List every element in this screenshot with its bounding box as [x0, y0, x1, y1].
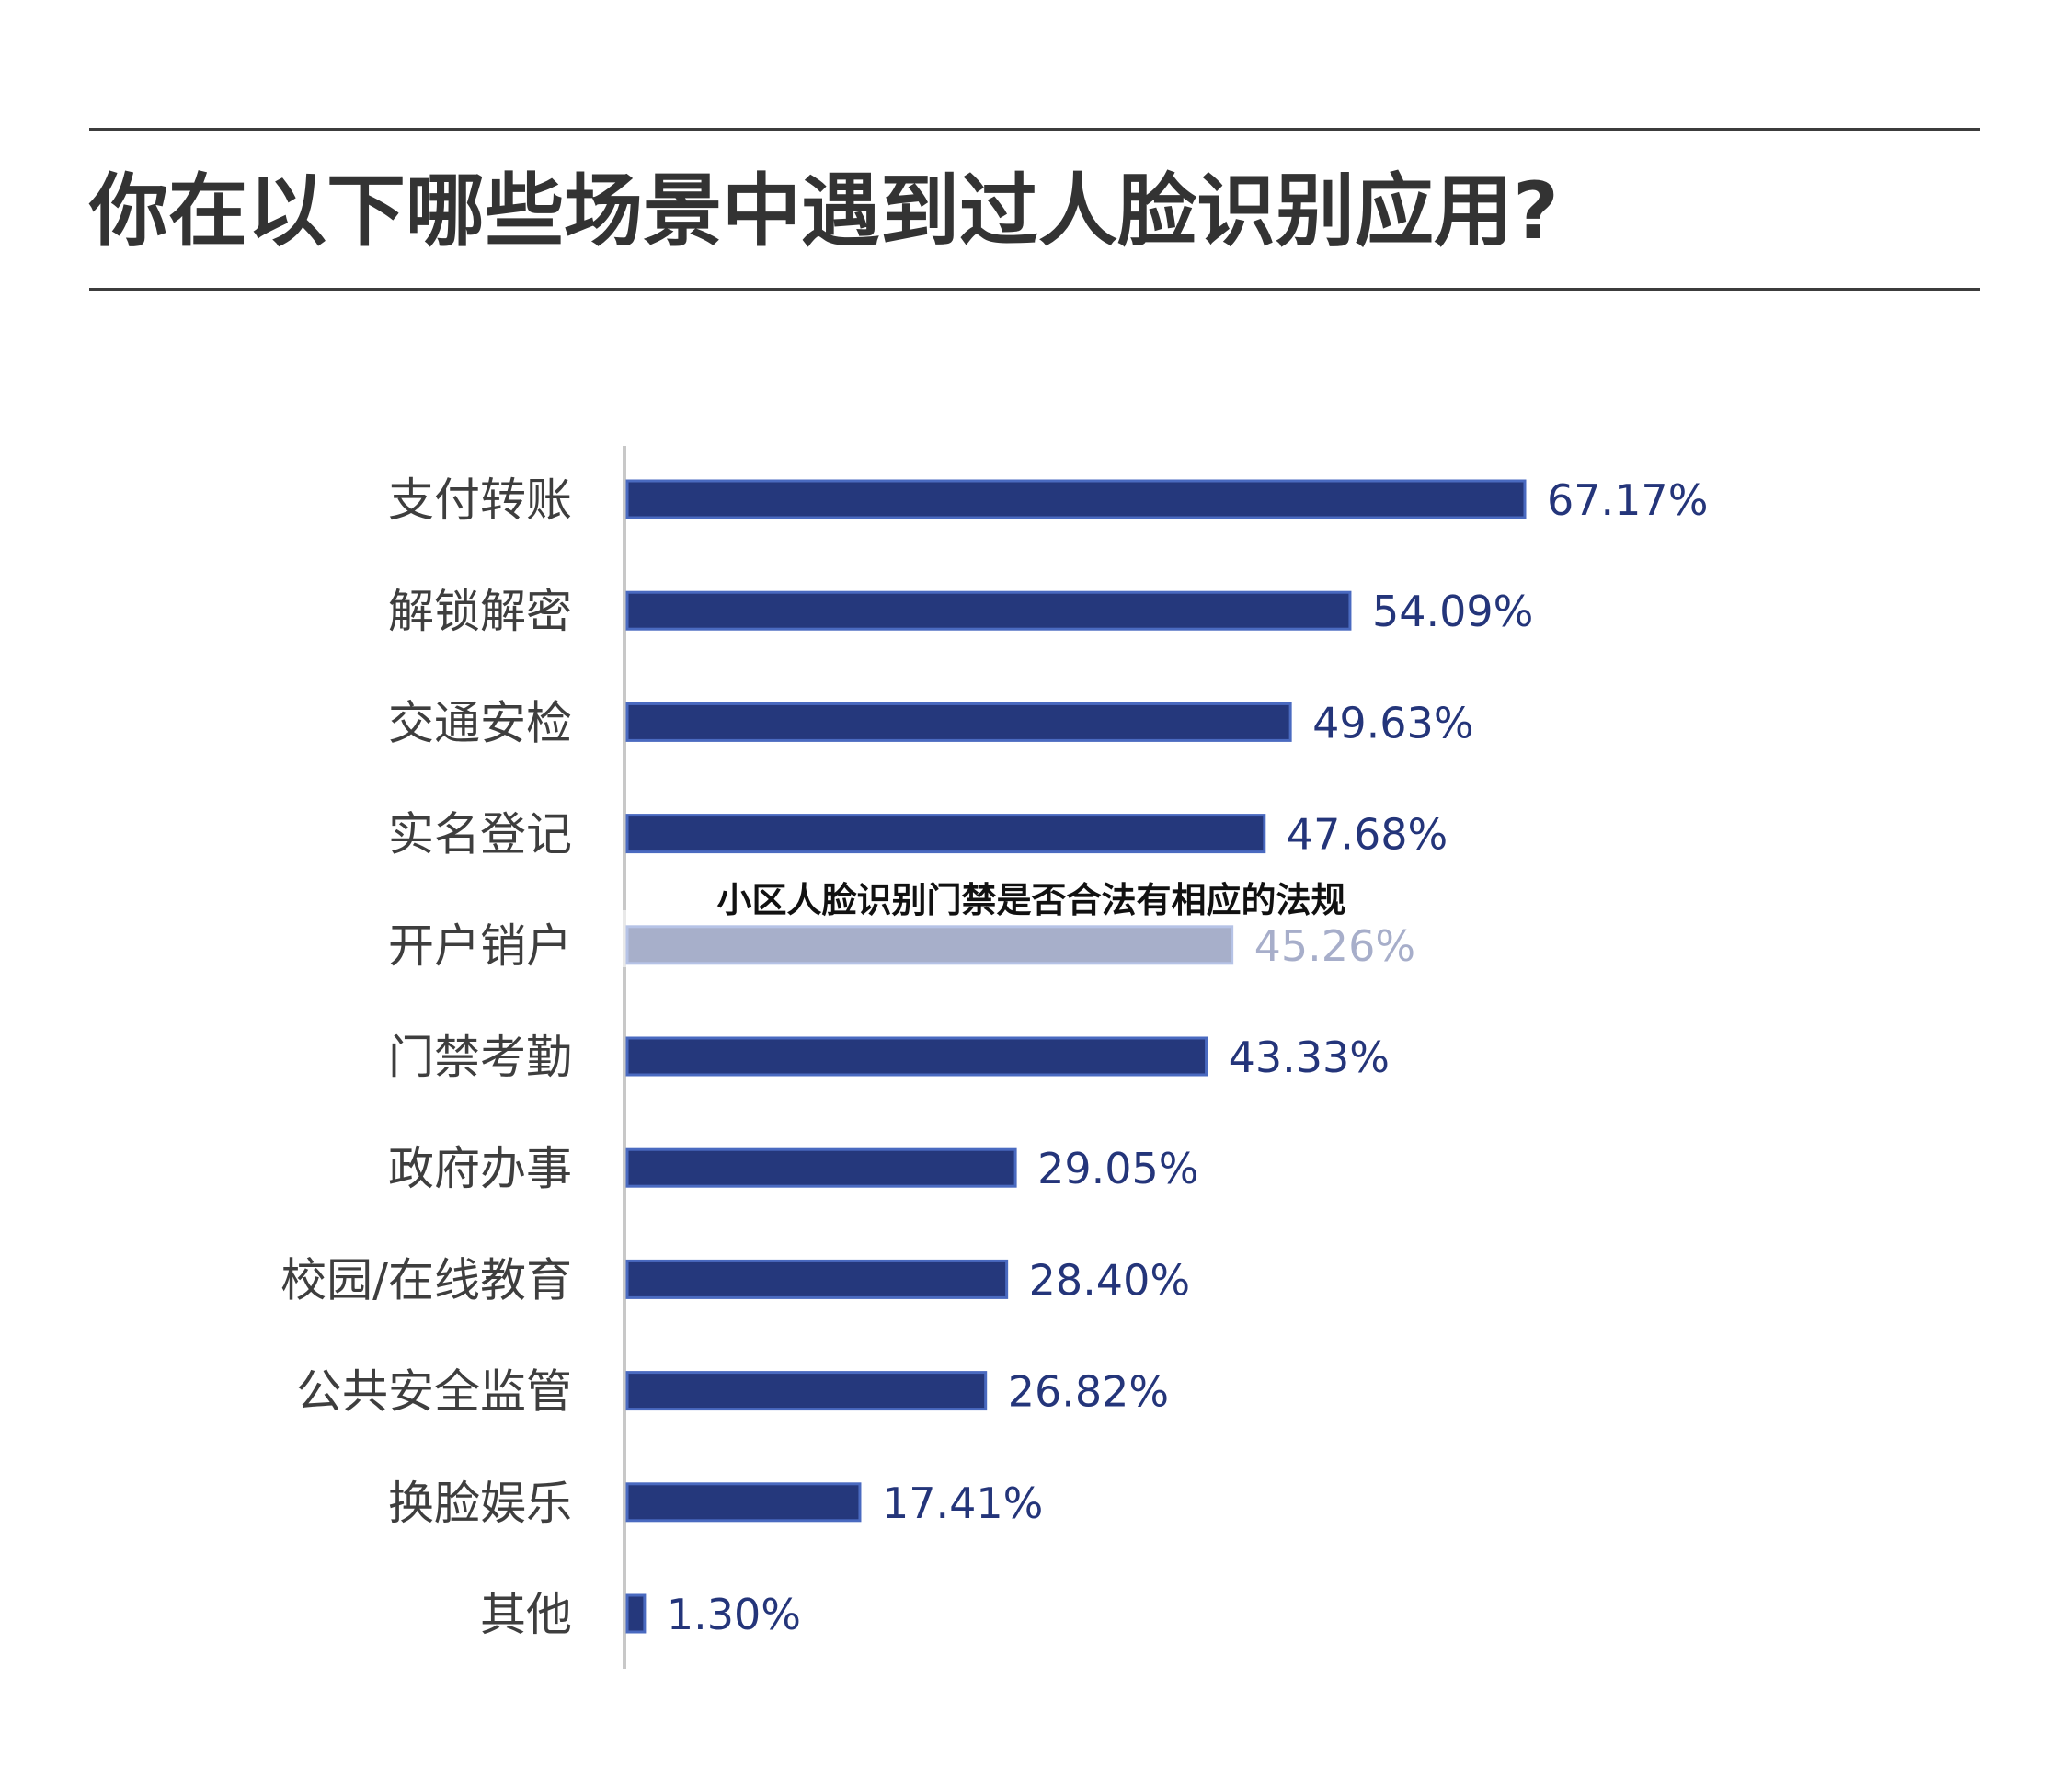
bars-group: 支付转账 67.17% 解锁解密 54.09% 交通安检 49.63% 实名登记 47.68%…	[280, 474, 1708, 1641]
bar	[625, 590, 1352, 631]
bar	[625, 1259, 1009, 1299]
bar	[625, 1371, 988, 1411]
title-bottom-rule	[89, 288, 1980, 291]
bar	[625, 1147, 1017, 1188]
bar	[625, 1482, 862, 1523]
value-label: 67.17%	[1547, 475, 1708, 525]
category-label: 政府办事	[388, 1142, 572, 1195]
overlay-caption: 小区人脸识别门禁是否合法有相应的法规	[0, 872, 2072, 922]
overlay-band	[607, 910, 1435, 967]
category-label: 校园/在线教育	[280, 1253, 572, 1307]
value-label: 43.33%	[1229, 1033, 1390, 1082]
bar	[625, 1036, 1208, 1077]
value-label: 1.30%	[667, 1590, 801, 1639]
category-label: 其他	[480, 1588, 572, 1641]
category-label: 实名登记	[388, 808, 572, 862]
value-label: 17.41%	[882, 1478, 1043, 1528]
category-label: 支付转账	[388, 474, 572, 527]
title-top-rule	[89, 128, 1980, 131]
value-label: 54.09%	[1372, 587, 1533, 636]
bar	[625, 1593, 647, 1634]
category-label: 公共安全监管	[296, 1365, 572, 1419]
value-label: 49.63%	[1312, 698, 1473, 748]
category-label: 门禁考勤	[388, 1031, 572, 1084]
bar	[625, 814, 1266, 854]
overlay-caption-text: 小区人脸识别门禁是否合法有相应的法规	[716, 880, 1346, 920]
value-label: 47.68%	[1287, 810, 1448, 860]
category-label: 解锁解密	[388, 585, 572, 638]
bar	[625, 479, 1527, 519]
category-label: 开户销户	[388, 919, 572, 973]
category-label: 交通安检	[388, 696, 572, 749]
value-label: 26.82%	[1008, 1367, 1169, 1417]
bar	[625, 702, 1292, 742]
category-label: 换脸娱乐	[388, 1477, 572, 1530]
value-label: 28.40%	[1029, 1255, 1190, 1305]
value-label: 29.05%	[1037, 1144, 1198, 1193]
chart-title: 你在以下哪些场景中遇到过人脸识别应用?	[89, 166, 1559, 257]
